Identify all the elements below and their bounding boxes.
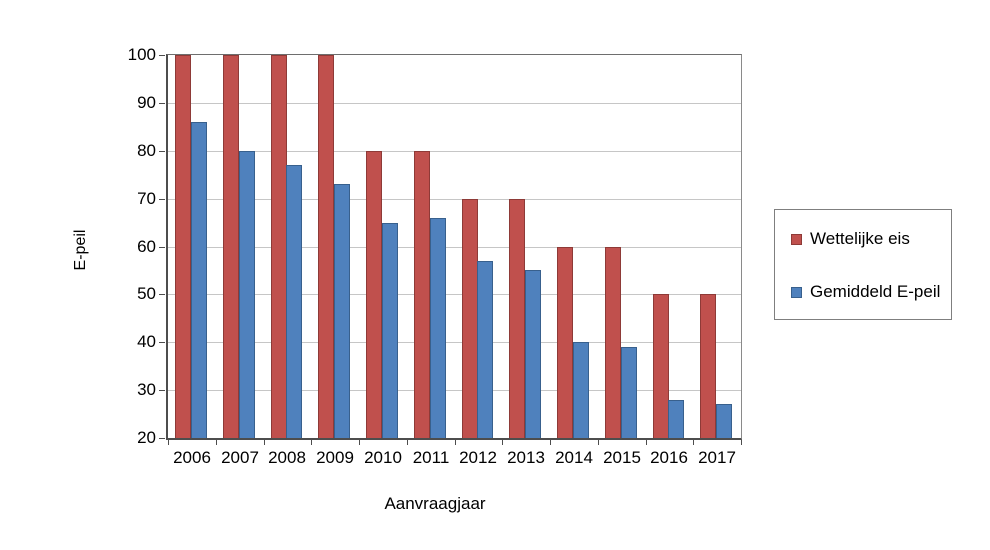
bar — [668, 399, 684, 438]
x-tick-label: 2007 — [221, 448, 259, 467]
x-tick-label: 2017 — [698, 448, 736, 467]
x-tick-mark — [455, 440, 456, 445]
y-tick-label: 20 — [137, 428, 156, 447]
bar — [462, 198, 478, 438]
x-tick-label: 2009 — [316, 448, 354, 467]
bar — [271, 55, 287, 438]
gridline — [168, 198, 741, 200]
x-axis-title: Aanvraagjaar — [384, 494, 486, 513]
x-tick-mark — [216, 440, 217, 445]
bar — [286, 165, 302, 438]
bar — [223, 55, 239, 438]
bar — [318, 55, 334, 438]
plot-area — [166, 54, 742, 440]
y-axis-title: E-peil — [72, 229, 89, 271]
y-tick-mark — [159, 390, 165, 391]
bar — [653, 294, 669, 438]
legend: Wettelijke eis Gemiddeld E-peil — [774, 209, 952, 320]
x-tick-label: 2013 — [507, 448, 545, 467]
gridline — [168, 390, 741, 392]
bar — [430, 217, 446, 438]
x-tick-mark — [502, 440, 503, 445]
bar — [414, 150, 430, 438]
bar — [477, 260, 493, 438]
y-tick-mark — [159, 199, 165, 200]
y-tick-mark — [159, 55, 165, 56]
x-tick-label: 2011 — [412, 448, 450, 467]
y-tick-label: 40 — [137, 332, 156, 351]
x-tick-mark — [264, 440, 265, 445]
y-tick-mark — [159, 294, 165, 295]
y-tick-label: 90 — [137, 93, 156, 112]
y-tick-label: 100 — [127, 45, 156, 64]
y-tick-mark — [159, 438, 165, 439]
legend-label: Gemiddeld E-peil — [810, 282, 941, 301]
bar — [366, 150, 382, 438]
bar — [573, 342, 589, 438]
x-tick-label: 2012 — [459, 448, 497, 467]
gridline — [168, 150, 741, 152]
x-tick-mark — [598, 440, 599, 445]
gridline — [168, 246, 741, 248]
legend-swatch-icon — [791, 233, 802, 245]
x-tick-label: 2014 — [555, 448, 593, 467]
gridline — [168, 342, 741, 344]
x-tick-mark — [741, 440, 742, 445]
x-tick-mark — [693, 440, 694, 445]
x-tick-label: 2006 — [173, 448, 211, 467]
y-tick-mark — [159, 103, 165, 104]
y-tick-label: 70 — [137, 189, 156, 208]
y-tick-label: 80 — [137, 141, 156, 160]
y-tick-label: 50 — [137, 284, 156, 303]
bar — [700, 294, 716, 438]
x-tick-label: 2008 — [268, 448, 306, 467]
x-tick-mark — [550, 440, 551, 445]
x-tick-mark — [359, 440, 360, 445]
gridline — [168, 102, 741, 104]
legend-label: Wettelijke eis — [810, 229, 910, 248]
bar — [191, 122, 207, 438]
y-tick-mark — [159, 247, 165, 248]
gridline — [168, 294, 741, 296]
bar — [382, 222, 398, 438]
x-tick-mark — [646, 440, 647, 445]
x-tick-label: 2010 — [364, 448, 402, 467]
legend-swatch-icon — [791, 286, 802, 298]
bar — [716, 404, 732, 438]
bar — [605, 246, 621, 438]
legend-item: Gemiddeld E-peil — [791, 280, 951, 304]
y-tick-label: 60 — [137, 237, 156, 256]
x-tick-mark — [311, 440, 312, 445]
bar — [525, 270, 541, 438]
bar — [334, 184, 350, 438]
bar — [239, 150, 255, 438]
x-tick-label: 2015 — [603, 448, 641, 467]
bar — [509, 198, 525, 438]
y-tick-label: 30 — [137, 380, 156, 399]
x-tick-mark — [168, 440, 169, 445]
legend-item: Wettelijke eis — [791, 227, 951, 251]
bar — [557, 246, 573, 438]
bar — [175, 55, 191, 438]
y-tick-mark — [159, 151, 165, 152]
bar — [621, 347, 637, 438]
x-tick-label: 2016 — [650, 448, 688, 467]
y-tick-mark — [159, 342, 165, 343]
x-tick-mark — [407, 440, 408, 445]
